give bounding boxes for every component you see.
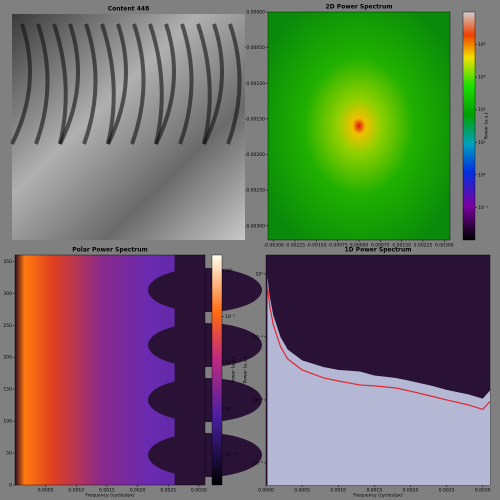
y-tick-label: 50 bbox=[6, 451, 12, 457]
stripe bbox=[58, 23, 80, 145]
chart-title: Content 448 bbox=[108, 6, 150, 13]
x-tick-label: -0.00150 bbox=[306, 243, 326, 249]
stripe bbox=[196, 23, 212, 145]
colorbar-tick-label: 10⁻⁷ bbox=[225, 406, 235, 412]
x-tick-label: 0.0010 bbox=[68, 488, 84, 494]
stripe bbox=[148, 23, 164, 145]
stripe bbox=[82, 23, 98, 145]
x-tick-label: 0.0030 bbox=[191, 488, 207, 494]
x-tick-label: -0.00075 bbox=[328, 243, 348, 249]
x-tick-label: 0.0010 bbox=[330, 488, 346, 494]
y-tick-label: -0.00300 bbox=[245, 223, 265, 229]
stripe bbox=[34, 23, 50, 145]
colorbar-label: Power (a.u.) bbox=[484, 112, 490, 139]
frame bbox=[14, 254, 206, 486]
colorbar-tick-label: 10⁻¹ bbox=[225, 314, 235, 320]
stripe bbox=[100, 23, 116, 145]
colorbar-label: Power (a.u.) bbox=[231, 356, 237, 383]
y-tick-label: 0.00000 bbox=[246, 10, 265, 16]
stripe bbox=[154, 23, 176, 145]
colorbar-tick-label: 10⁴ bbox=[478, 42, 486, 48]
x-tick-label: -0.00225 bbox=[285, 243, 305, 249]
x-tick-label: 0.0020 bbox=[130, 488, 146, 494]
x-tick-label: 0.00150 bbox=[392, 243, 411, 249]
y-axis-label: Power (a.u.) bbox=[243, 356, 249, 383]
colorbar-tick-label: 10⁰ bbox=[478, 172, 486, 178]
y-tick-label: 250 bbox=[3, 323, 12, 329]
colorbar-tick-label: 10² bbox=[225, 268, 233, 274]
stripe bbox=[106, 23, 128, 145]
stripe bbox=[226, 23, 242, 145]
spectrum bbox=[267, 11, 451, 241]
y-tick-label: -0.00150 bbox=[245, 116, 265, 122]
x-tick-label: 0.0000 bbox=[258, 488, 274, 494]
x-axis-label: Frequency (cycles/px) bbox=[85, 493, 134, 499]
y-tick-label: -0.00100 bbox=[245, 81, 265, 87]
x-axis-label: Frequency (cycles/px) bbox=[353, 493, 402, 499]
y-tick-label: 10⁻¹ bbox=[253, 334, 263, 340]
y-tick-label: 10⁻³ bbox=[253, 397, 263, 403]
x-tick-label: 0.00225 bbox=[414, 243, 433, 249]
y-tick-label: 0 bbox=[9, 483, 12, 489]
x-tick-label: 0.00300 bbox=[435, 243, 454, 249]
colorbar-tick-label: 10⁻¹⁰ bbox=[225, 452, 237, 458]
x-tick-label: 0.0005 bbox=[294, 488, 310, 494]
x-tick-label: 0.0020 bbox=[403, 488, 419, 494]
stripe bbox=[202, 23, 224, 145]
y-tick-label: 350 bbox=[3, 259, 12, 265]
stripe bbox=[52, 23, 68, 145]
colorbar-tick-label: 10¹ bbox=[478, 140, 486, 146]
colorbar-tick-label: 10⁻¹ bbox=[478, 205, 488, 211]
colorbar-tick-label: 10³ bbox=[478, 75, 486, 81]
range-area bbox=[267, 277, 490, 485]
chart-title: Polar Power Spectrum bbox=[72, 247, 147, 254]
x-tick-label: 0.0005 bbox=[38, 488, 54, 494]
x-tick-label: 0.0015 bbox=[367, 488, 383, 494]
colorbar bbox=[462, 11, 476, 241]
chart-title: 2D Power Spectrum bbox=[325, 4, 392, 11]
x-tick-label: -0.00300 bbox=[264, 243, 284, 249]
line bbox=[266, 286, 491, 411]
x-tick-label: 0.00075 bbox=[371, 243, 390, 249]
x-tick-label: 0.0030 bbox=[475, 488, 491, 494]
stripe bbox=[130, 23, 146, 145]
x-tick-label: 0.0015 bbox=[99, 488, 115, 494]
colorbar-tick-label: 10⁻⁴ bbox=[225, 360, 235, 366]
x-tick-label: 0.0025 bbox=[160, 488, 176, 494]
stripe bbox=[178, 23, 194, 145]
x-tick-label: 0.00000 bbox=[350, 243, 369, 249]
stripe bbox=[10, 23, 32, 145]
y-tick-label: 200 bbox=[3, 355, 12, 361]
y-tick-label: -0.00250 bbox=[245, 188, 265, 194]
y-tick-label: 10¹ bbox=[255, 271, 263, 277]
y-tick-label: -0.00050 bbox=[245, 45, 265, 51]
y-tick-label: 300 bbox=[3, 291, 12, 297]
colorbar bbox=[211, 254, 223, 486]
chart-title: 1D Power Spectrum bbox=[344, 247, 411, 254]
y-tick-label: -0.00200 bbox=[245, 152, 265, 158]
y-tick-label: 100 bbox=[3, 419, 12, 425]
x-tick-label: 0.0025 bbox=[439, 488, 455, 494]
colorbar-tick-label: 10² bbox=[478, 107, 486, 113]
y-tick-label: 150 bbox=[3, 387, 12, 393]
y-tick-label: 10⁻⁵ bbox=[253, 460, 263, 466]
